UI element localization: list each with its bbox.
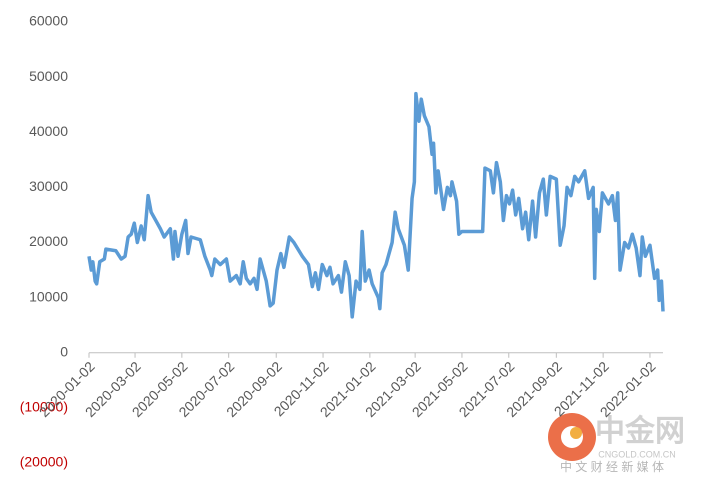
- watermark-name: 中金网: [595, 414, 685, 448]
- y-tick-label: 50000: [29, 68, 68, 84]
- data-line: [87, 91, 665, 319]
- y-tick-label: 30000: [29, 178, 68, 194]
- y-tick-label: (20000): [20, 454, 68, 470]
- y-tick-label: (10000): [20, 399, 68, 415]
- y-tick-label: 10000: [29, 288, 68, 304]
- y-tick-label: 60000: [29, 13, 68, 29]
- y-tick-label: 20000: [29, 233, 68, 249]
- watermark-slogan: 中 文 财 经 新 媒 体: [560, 459, 664, 474]
- watermark-logo-dot: [570, 427, 582, 439]
- watermark-site: CNGOLD.COM.CN: [598, 449, 676, 459]
- y-tick-label: 40000: [29, 123, 68, 139]
- y-tick-label: 0: [60, 343, 68, 359]
- watermark: 中金网 CNGOLD.COM.CN 中 文 财 经 新 媒 体: [548, 413, 685, 474]
